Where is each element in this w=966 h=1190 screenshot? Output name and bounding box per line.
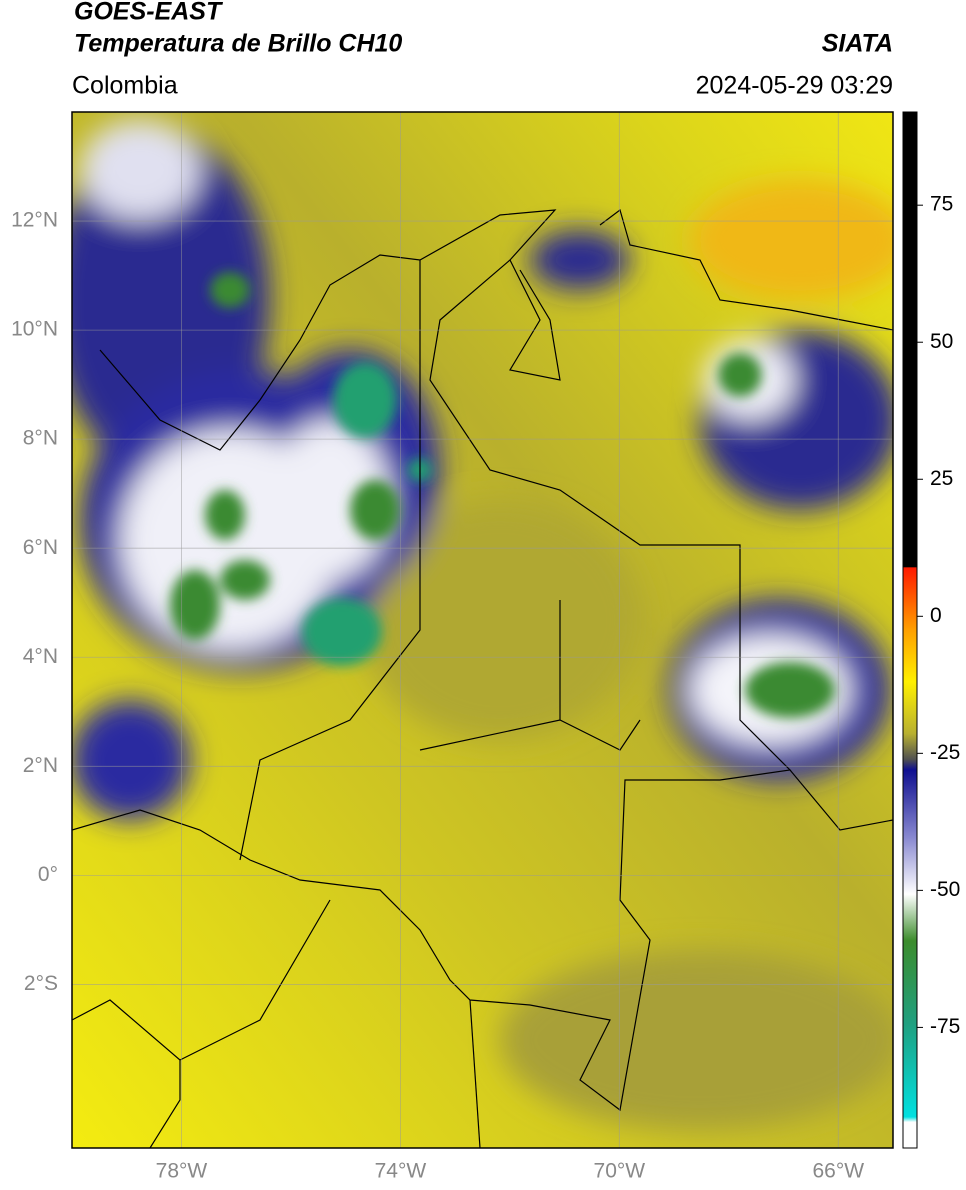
colorbar-tick-label: 50 — [930, 330, 953, 353]
lat-tick-label: 2°N — [23, 754, 58, 777]
lon-tick-label: 74°W — [375, 1160, 427, 1183]
lat-tick-label: 4°N — [23, 645, 58, 668]
region: Colombia — [72, 72, 178, 100]
colorbar-tick-label: -25 — [930, 741, 960, 764]
datetime: 2024-05-29 03:29 — [696, 72, 893, 100]
colorbar-tick-label: -75 — [930, 1015, 960, 1038]
lon-tick-label: 70°W — [594, 1160, 646, 1183]
source: SIATA — [822, 30, 893, 58]
lon-tick-label: 78°W — [156, 1160, 208, 1183]
lat-tick-label: 8°N — [23, 427, 58, 450]
subtitle: Temperatura de Brillo CH10 — [74, 30, 402, 58]
colorbar — [902, 111, 918, 1149]
colorbar-tick-label: 0 — [930, 604, 942, 627]
graticule: 78°W 74°W 70°W 66°W 12°N 10°N 8°N 6°N 4°N 2°N 0° 2°… — [11, 112, 893, 1183]
lat-tick-label: 2°S — [24, 972, 58, 995]
satellite-image — [72, 112, 893, 1148]
lat-tick-label: 6°N — [23, 536, 58, 559]
colorbar-tick-label: 25 — [930, 467, 953, 490]
lat-tick-label: 0° — [38, 863, 58, 886]
map-frame — [71, 111, 894, 1149]
lat-tick-label: 12°N — [11, 209, 58, 232]
colorbar-tick-label: -50 — [930, 878, 960, 901]
colorbar-tick-label: 75 — [930, 193, 953, 216]
title: GOES-EAST — [74, 0, 224, 26]
colorbar-ticks: 75 50 25 0 -25 -50 -75 — [917, 193, 960, 1038]
lon-tick-label: 66°W — [812, 1160, 864, 1183]
lat-tick-label: 10°N — [11, 318, 58, 341]
